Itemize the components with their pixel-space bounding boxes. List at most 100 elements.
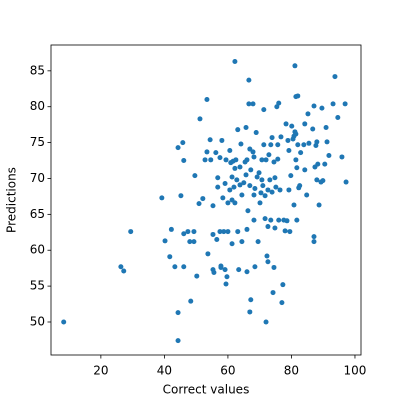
point (262, 216, 268, 222)
point (210, 231, 216, 237)
point (159, 195, 165, 201)
point (234, 177, 240, 183)
point (339, 154, 345, 160)
point (275, 156, 281, 162)
point (266, 152, 272, 158)
point (172, 264, 178, 270)
point (302, 167, 308, 173)
point (204, 97, 210, 103)
point (248, 167, 254, 173)
point (291, 202, 297, 208)
y-tick-label: 70 (30, 171, 45, 185)
point (319, 105, 325, 111)
point (277, 187, 283, 193)
point (227, 187, 233, 193)
point (311, 103, 317, 109)
point (200, 196, 206, 202)
point (194, 273, 200, 279)
point (251, 154, 257, 160)
point (264, 253, 270, 259)
point (314, 177, 320, 183)
point (178, 193, 184, 199)
x-tick-label: 40 (157, 364, 172, 378)
point (235, 127, 241, 133)
point (280, 282, 286, 288)
point (207, 137, 213, 143)
point (233, 157, 239, 163)
point (269, 135, 275, 141)
point (259, 157, 265, 163)
point (265, 259, 271, 265)
y-tick-label: 65 (30, 207, 45, 221)
point (168, 226, 174, 232)
point (253, 130, 259, 136)
point (61, 319, 67, 325)
point (128, 229, 134, 235)
point (315, 161, 321, 167)
point (276, 100, 282, 106)
plot-frame (50, 44, 362, 356)
y-tick-label: 50 (30, 314, 45, 328)
y-tick-label: 85 (30, 63, 45, 77)
point (217, 155, 223, 161)
point (301, 142, 307, 148)
point (205, 251, 211, 257)
point (218, 263, 224, 269)
point (292, 63, 298, 69)
point (192, 173, 198, 179)
point (332, 74, 338, 80)
point (175, 338, 181, 344)
y-tick-label: 60 (30, 243, 45, 257)
point (225, 200, 231, 206)
point (306, 140, 312, 146)
point (324, 139, 330, 145)
point (295, 93, 301, 99)
point (175, 145, 181, 151)
point (258, 190, 264, 196)
x-axis-label: Correct values (163, 383, 250, 397)
point (252, 264, 258, 270)
point (223, 281, 229, 287)
point (246, 101, 252, 107)
point (305, 111, 311, 117)
point (272, 175, 278, 181)
point (211, 269, 217, 275)
point (316, 202, 322, 208)
point (229, 241, 235, 247)
point (187, 239, 193, 245)
point (219, 137, 225, 143)
point (259, 177, 265, 183)
point (311, 239, 317, 245)
point (282, 228, 288, 234)
point (202, 157, 208, 163)
point (269, 189, 275, 195)
point (215, 175, 221, 181)
point (260, 183, 266, 189)
point (272, 225, 278, 231)
point (273, 184, 279, 190)
point (284, 218, 290, 224)
point (288, 173, 294, 179)
point (244, 269, 250, 275)
point (244, 157, 250, 163)
point (286, 187, 292, 193)
point (188, 298, 194, 304)
point (247, 309, 253, 315)
point (293, 131, 299, 137)
point (222, 180, 228, 186)
point (232, 59, 238, 65)
point (196, 201, 202, 207)
point (268, 142, 274, 148)
point (265, 224, 271, 230)
point (295, 142, 301, 148)
point (289, 123, 295, 129)
point (214, 236, 220, 242)
point (246, 77, 252, 83)
point (323, 125, 329, 131)
point (238, 141, 244, 147)
point (251, 217, 257, 223)
point (286, 147, 292, 153)
point (275, 142, 281, 148)
point (243, 172, 249, 178)
